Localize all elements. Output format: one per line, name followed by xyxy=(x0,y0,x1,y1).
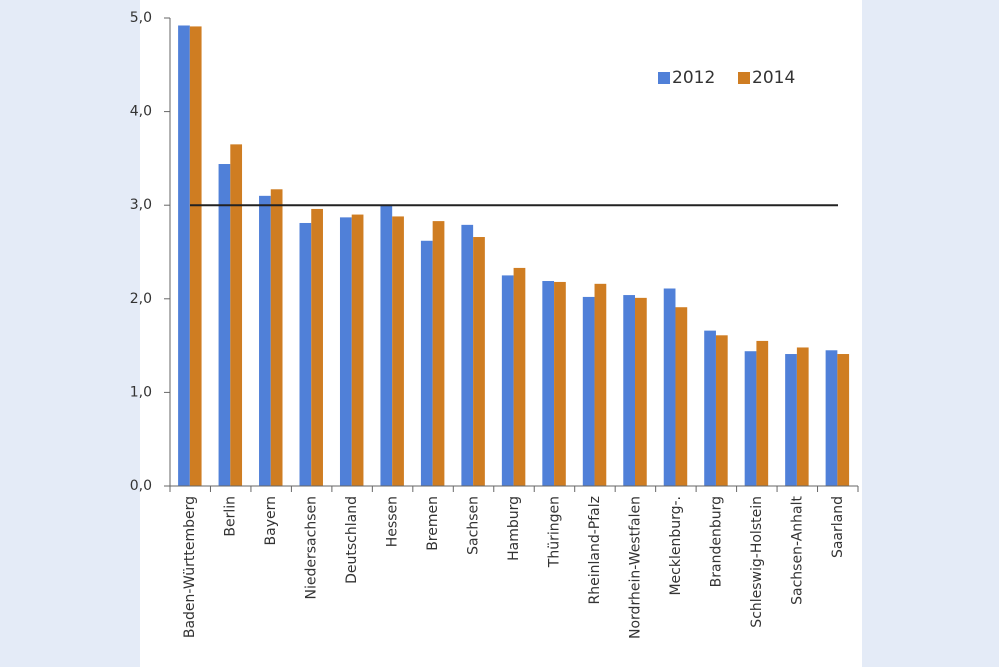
bar xyxy=(501,275,514,486)
bar xyxy=(785,354,797,486)
bar xyxy=(189,26,202,486)
bar xyxy=(715,335,728,486)
legend-label: 2012 xyxy=(672,68,715,88)
x-tick-label: Schleswig-Holstein xyxy=(749,496,765,628)
bar xyxy=(756,340,769,486)
x-tick-label: Saarland xyxy=(830,496,846,558)
bar xyxy=(230,144,243,487)
bar xyxy=(837,354,850,486)
x-tick-label: Niedersachsen xyxy=(304,496,320,599)
x-tick-label: Nordrhein-Westfalen xyxy=(627,496,643,639)
y-tick-label: 1,0 xyxy=(130,384,152,400)
bar xyxy=(635,297,647,486)
bar xyxy=(473,237,485,486)
x-tick-label: Bayern xyxy=(263,496,279,545)
legend-swatch xyxy=(658,72,670,84)
bar xyxy=(594,283,607,486)
legend-label: 2014 xyxy=(752,68,795,88)
bar xyxy=(461,224,474,486)
bar xyxy=(825,350,838,486)
bar xyxy=(542,281,555,486)
x-tick-label: Berlin xyxy=(223,496,239,537)
bar xyxy=(178,25,190,486)
x-tick-label: Hessen xyxy=(385,496,401,547)
x-tick-label: Thüringen xyxy=(546,496,562,568)
x-tick-label: Baden-Württemberg xyxy=(182,496,198,638)
bar xyxy=(663,288,676,486)
x-tick-label: Bremen xyxy=(425,496,441,551)
x-tick-label: Sachsen xyxy=(466,496,482,555)
bar xyxy=(311,208,323,486)
bar xyxy=(351,214,364,486)
y-tick-label: 4,0 xyxy=(130,104,152,120)
x-tick-label: Hamburg xyxy=(506,496,522,561)
x-tick-label: Sachsen-Anhalt xyxy=(789,495,805,604)
bar xyxy=(380,205,393,486)
bar xyxy=(420,240,433,486)
bar xyxy=(432,221,445,486)
legend-swatch xyxy=(738,72,750,84)
bar xyxy=(270,189,283,486)
y-tick-label: 0,0 xyxy=(130,478,152,494)
y-tick-label: 2,0 xyxy=(130,291,152,307)
y-tick-label: 3,0 xyxy=(130,197,152,213)
x-tick-label: Deutschland xyxy=(344,496,360,584)
bar xyxy=(299,222,312,486)
bar xyxy=(675,307,688,486)
y-tick-label: 5,0 xyxy=(130,10,152,26)
bar xyxy=(704,330,716,486)
bar xyxy=(796,347,809,486)
bar xyxy=(392,216,404,486)
bar xyxy=(339,217,352,487)
bar xyxy=(623,295,636,486)
bar xyxy=(582,296,595,486)
x-tick-label: Brandenburg xyxy=(708,496,724,587)
bar xyxy=(259,195,271,486)
bar xyxy=(218,164,231,487)
x-tick-label: Mecklenburg-. xyxy=(668,496,684,596)
bar xyxy=(513,267,526,486)
x-tick-label: Rheinland-Pfalz xyxy=(587,496,603,604)
bar xyxy=(744,351,757,486)
bar xyxy=(554,281,566,486)
